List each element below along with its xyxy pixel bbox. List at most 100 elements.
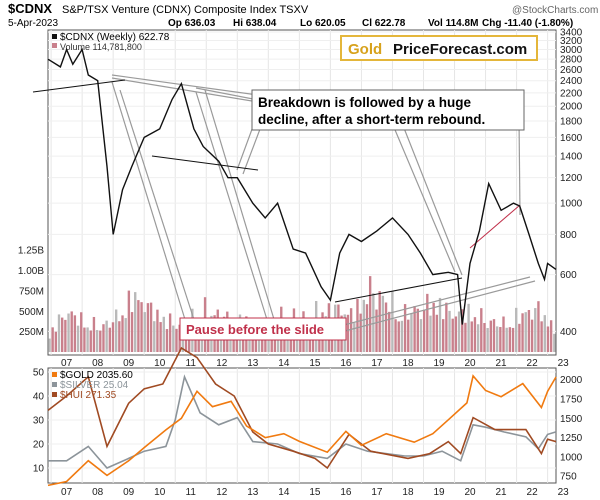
volume-bar [149,302,153,352]
volume-bar [356,298,359,352]
volume-bar [454,316,458,352]
main-legend: $CDNX (Weekly) 622.78 Volume 114,781,800 [52,32,170,52]
ohlc-low: Lo 620.05 [300,18,346,29]
trend-lines [32,79,463,303]
rebound-line [469,204,521,249]
x-tick-label: 10 [154,487,166,498]
volume-tick-label: 750M [19,286,44,297]
volume-bar [391,291,394,352]
volume-bar [416,308,419,352]
volume-bar [419,319,423,352]
main-panel [47,29,557,356]
volume-bar [114,309,118,352]
legend-cdnx: $CDNX (Weekly) 622.78 [60,32,170,43]
price-tick-label: 800 [560,230,577,241]
volume-bar [397,321,400,352]
lower-legend: $GOLD 2035.60 $SILVER 25.04 $HUI 271.35 [52,370,133,401]
volume-bar [140,302,143,352]
x-tick-label: 22 [527,487,539,498]
volume-bar [508,327,512,352]
volume-bar [422,309,426,352]
volume-bar [76,325,80,352]
cdnx-price-line [47,47,557,325]
lower-right-tick-label: 750 [560,472,577,483]
x-tick-label: 20 [464,487,476,498]
volume-bar [165,329,169,352]
volume-bar [146,303,150,352]
x-tick-label: 10 [154,358,166,369]
x-tick-label: 22 [527,358,539,369]
volume-bar [476,324,480,352]
price-tick-label: 400 [560,327,577,338]
lower-right-tick-label: 1000 [560,452,583,463]
volume-bar [353,323,356,352]
logo-domain: PriceForecast.com [393,41,527,58]
volume-bar [521,313,524,352]
volume-bar [127,290,131,352]
legend-gold: $GOLD 2035.60 [60,370,133,381]
volume-bar [111,322,115,352]
volume-bar [495,326,499,352]
price-tick-label: 1600 [560,133,583,144]
volume-bar [61,317,64,352]
volume-bar [403,304,407,352]
volume-bar [518,323,521,352]
volume-bar [410,313,413,352]
volume-bar [442,319,445,352]
price-tick-label: 3000 [560,45,583,56]
volume-bar [384,302,388,352]
volume-bar [73,315,77,352]
x-tick-label: 15 [309,487,321,498]
ohlc-change: Chg -11.40 (-1.80%) [482,18,573,29]
volume-bar [511,327,515,352]
volume-bar [346,314,350,352]
x-tick-label: 08 [92,358,104,369]
price-tick-label: 3200 [560,36,583,47]
volume-bar [537,301,540,352]
volume-bar [435,314,439,352]
volume-bar [67,313,70,352]
volume-bar [99,330,102,352]
pause-label: Pause before the slide [179,317,347,341]
logo-gold: Gold [348,41,382,58]
volume-bar [86,327,89,352]
volume-bar [549,320,553,352]
x-tick-label: 13 [247,358,259,369]
lower-right-tick-label: 2000 [560,375,583,386]
x-tick-label: 13 [247,487,259,498]
lower-left-tick-label: 40 [33,392,45,403]
volume-bar [241,329,245,352]
volume-bar [365,304,369,352]
volume-bar [413,306,416,352]
volume-bar [429,315,432,352]
volume-bar [134,292,137,352]
hui-line [47,346,557,470]
volume-bar [156,309,159,352]
volume-bar [118,321,121,352]
price-tick-label: 2600 [560,65,583,76]
volume-bar [407,319,410,352]
legend-volume: Volume 114,781,800 [60,42,142,52]
volume-bar [92,316,96,352]
volume-bar [70,311,73,352]
gold-line [47,374,557,487]
x-tick-label: 17 [371,358,383,369]
volume-bar [530,319,534,352]
volume-tick-label: 1.00B [18,266,44,277]
price-tick-label: 600 [560,270,577,281]
price-tick-label: 2200 [560,88,583,99]
volume-bar [95,330,99,352]
volume-tick-label: 1.25B [18,246,44,257]
x-tick-label: 21 [496,487,508,498]
volume-bar [502,316,505,352]
lower-right-tick-label: 1250 [560,433,583,444]
x-tick-label: 07 [61,358,73,369]
ohlc-close: Cl 622.78 [362,18,406,29]
volume-bar [80,312,83,352]
pause-label-text: Pause before the slide [186,322,324,337]
volume-bar [524,312,527,352]
volume-bar [486,328,489,352]
volume-bar [349,308,353,352]
volume-bar [492,319,496,352]
x-tick-label: 21 [496,358,508,369]
